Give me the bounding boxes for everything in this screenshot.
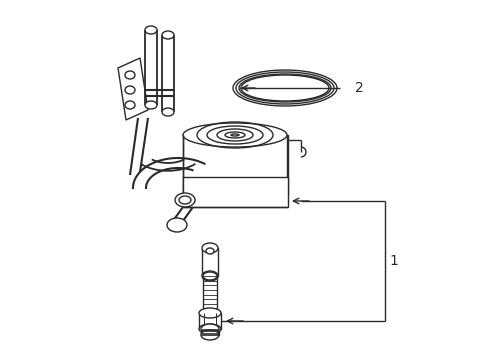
Ellipse shape — [162, 108, 174, 116]
Ellipse shape — [232, 70, 336, 106]
Ellipse shape — [145, 26, 157, 34]
Text: 1: 1 — [388, 254, 397, 268]
Bar — [202, 248, 218, 276]
Ellipse shape — [241, 75, 328, 101]
Ellipse shape — [179, 196, 191, 204]
Bar — [199, 313, 221, 329]
Ellipse shape — [145, 101, 157, 109]
Bar — [203, 276, 217, 313]
Ellipse shape — [205, 248, 214, 254]
Ellipse shape — [203, 309, 217, 317]
Ellipse shape — [202, 271, 218, 281]
Ellipse shape — [175, 193, 195, 207]
Bar — [183, 135, 287, 195]
Ellipse shape — [202, 243, 218, 253]
Ellipse shape — [203, 272, 217, 280]
Ellipse shape — [199, 324, 221, 334]
Ellipse shape — [183, 123, 286, 147]
Ellipse shape — [125, 71, 135, 79]
Text: 2: 2 — [354, 81, 363, 95]
Ellipse shape — [125, 101, 135, 109]
Polygon shape — [118, 58, 148, 120]
Ellipse shape — [199, 308, 221, 318]
Bar — [201, 329, 219, 335]
Ellipse shape — [167, 218, 186, 232]
Ellipse shape — [201, 330, 219, 340]
Ellipse shape — [183, 183, 286, 207]
Ellipse shape — [201, 324, 219, 334]
Ellipse shape — [162, 31, 174, 39]
Ellipse shape — [125, 86, 135, 94]
Bar — [183, 177, 287, 207]
